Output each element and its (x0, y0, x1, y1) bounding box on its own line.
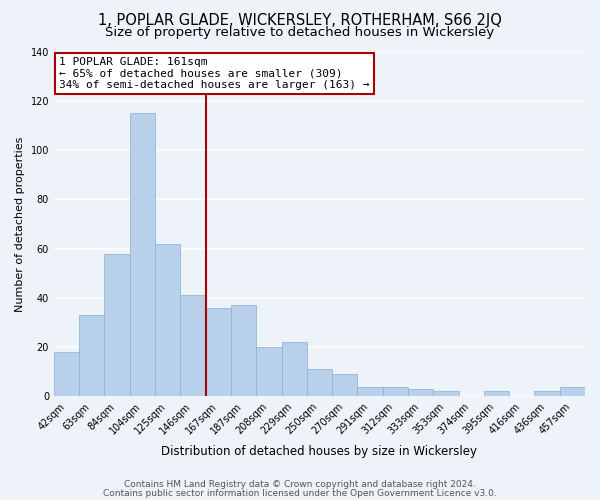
Bar (130, 113, 155, 397)
Bar (332, 374, 358, 396)
Bar (560, 386, 585, 396)
Bar (281, 342, 307, 396)
Bar (181, 296, 206, 396)
Bar (383, 386, 408, 396)
Bar (155, 244, 181, 396)
Text: Size of property relative to detached houses in Wickersley: Size of property relative to detached ho… (106, 26, 494, 39)
Bar (231, 305, 256, 396)
Bar (408, 389, 433, 396)
Bar (104, 254, 130, 396)
Y-axis label: Number of detached properties: Number of detached properties (15, 136, 25, 312)
Bar (433, 392, 458, 396)
Text: Contains public sector information licensed under the Open Government Licence v3: Contains public sector information licen… (103, 488, 497, 498)
Bar (79, 315, 104, 396)
Bar (535, 392, 560, 396)
Text: Contains HM Land Registry data © Crown copyright and database right 2024.: Contains HM Land Registry data © Crown c… (124, 480, 476, 489)
Bar (358, 386, 383, 396)
Bar (206, 308, 231, 396)
Text: 1 POPLAR GLADE: 161sqm
← 65% of detached houses are smaller (309)
34% of semi-de: 1 POPLAR GLADE: 161sqm ← 65% of detached… (59, 56, 370, 90)
Bar (307, 370, 332, 396)
X-axis label: Distribution of detached houses by size in Wickersley: Distribution of detached houses by size … (161, 444, 478, 458)
Bar (54, 352, 79, 397)
Text: 1, POPLAR GLADE, WICKERSLEY, ROTHERHAM, S66 2JQ: 1, POPLAR GLADE, WICKERSLEY, ROTHERHAM, … (98, 12, 502, 28)
Bar (484, 392, 509, 396)
Bar (256, 347, 281, 397)
